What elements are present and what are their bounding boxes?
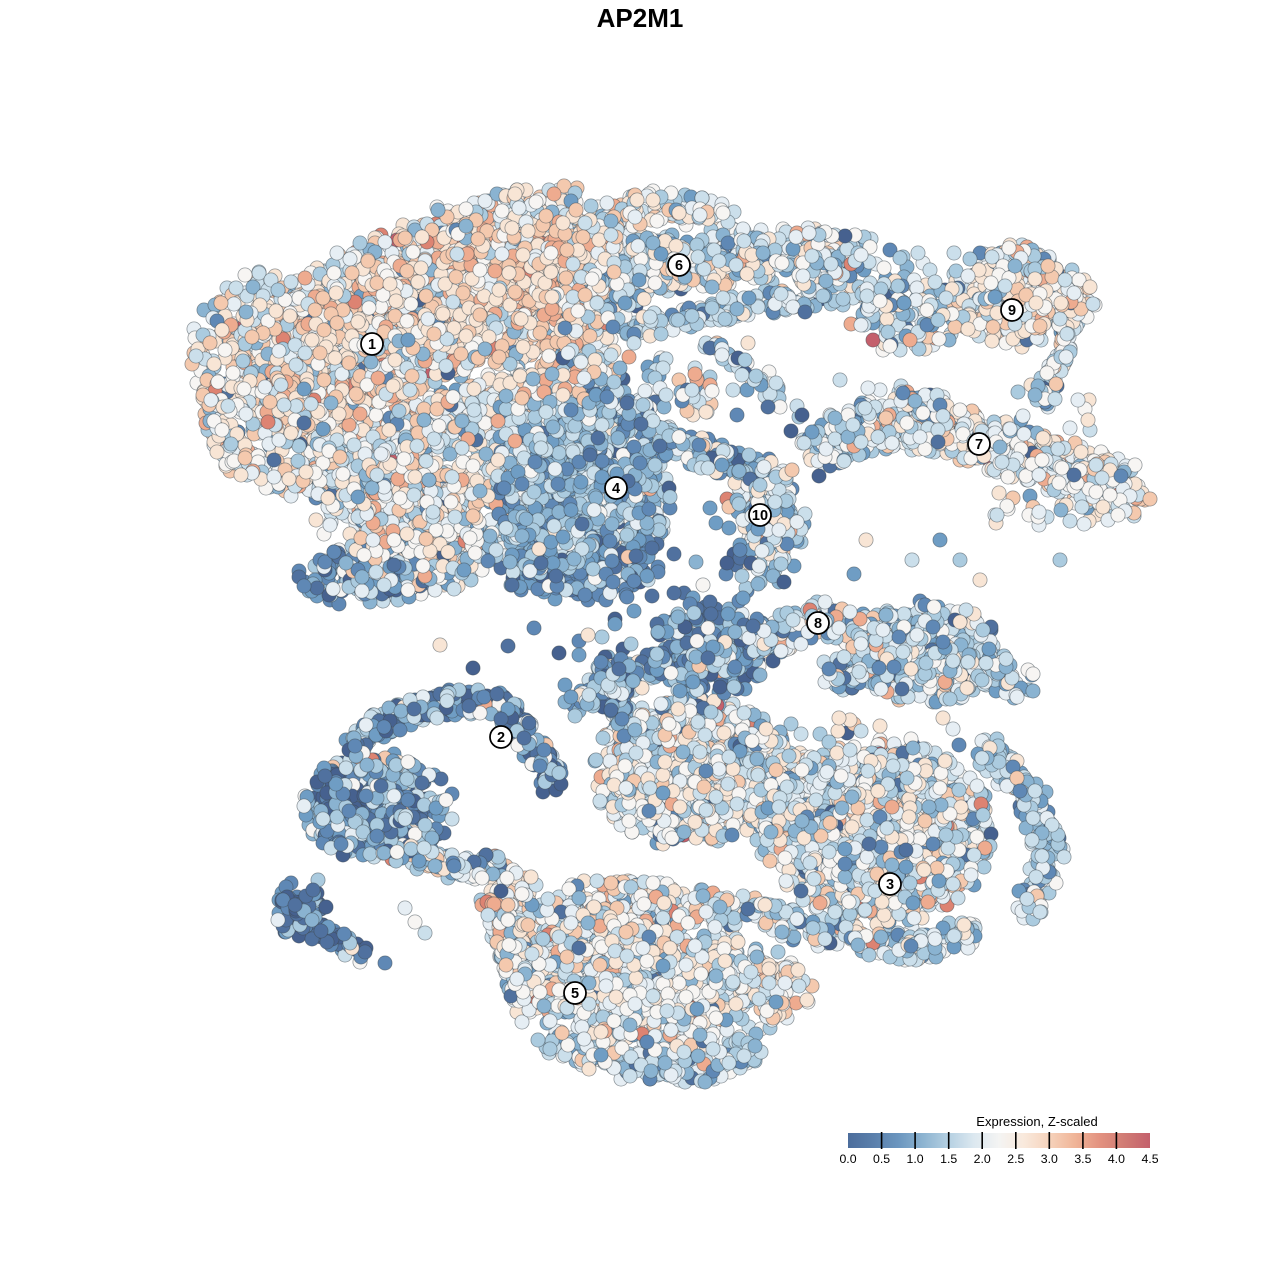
svg-text:6: 6	[675, 258, 683, 274]
svg-text:1.0: 1.0	[907, 1152, 924, 1166]
svg-text:4.0: 4.0	[1108, 1152, 1125, 1166]
svg-text:Expression, Z-scaled: Expression, Z-scaled	[976, 1114, 1097, 1129]
svg-text:1.5: 1.5	[940, 1152, 957, 1166]
svg-text:3.0: 3.0	[1041, 1152, 1058, 1166]
svg-text:9: 9	[1008, 303, 1016, 319]
svg-text:3.5: 3.5	[1074, 1152, 1091, 1166]
svg-text:AP2M1: AP2M1	[597, 3, 684, 33]
svg-text:5: 5	[571, 986, 579, 1002]
svg-text:1: 1	[368, 337, 376, 353]
svg-text:10: 10	[752, 508, 768, 524]
svg-text:0.0: 0.0	[839, 1152, 856, 1166]
svg-text:0.5: 0.5	[873, 1152, 890, 1166]
svg-text:4: 4	[612, 481, 620, 497]
svg-text:8: 8	[814, 616, 822, 632]
svg-text:2.0: 2.0	[974, 1152, 991, 1166]
svg-text:2: 2	[497, 730, 505, 746]
svg-text:7: 7	[975, 437, 983, 453]
svg-text:3: 3	[886, 877, 894, 893]
svg-text:4.5: 4.5	[1141, 1152, 1158, 1166]
svg-text:2.5: 2.5	[1007, 1152, 1024, 1166]
